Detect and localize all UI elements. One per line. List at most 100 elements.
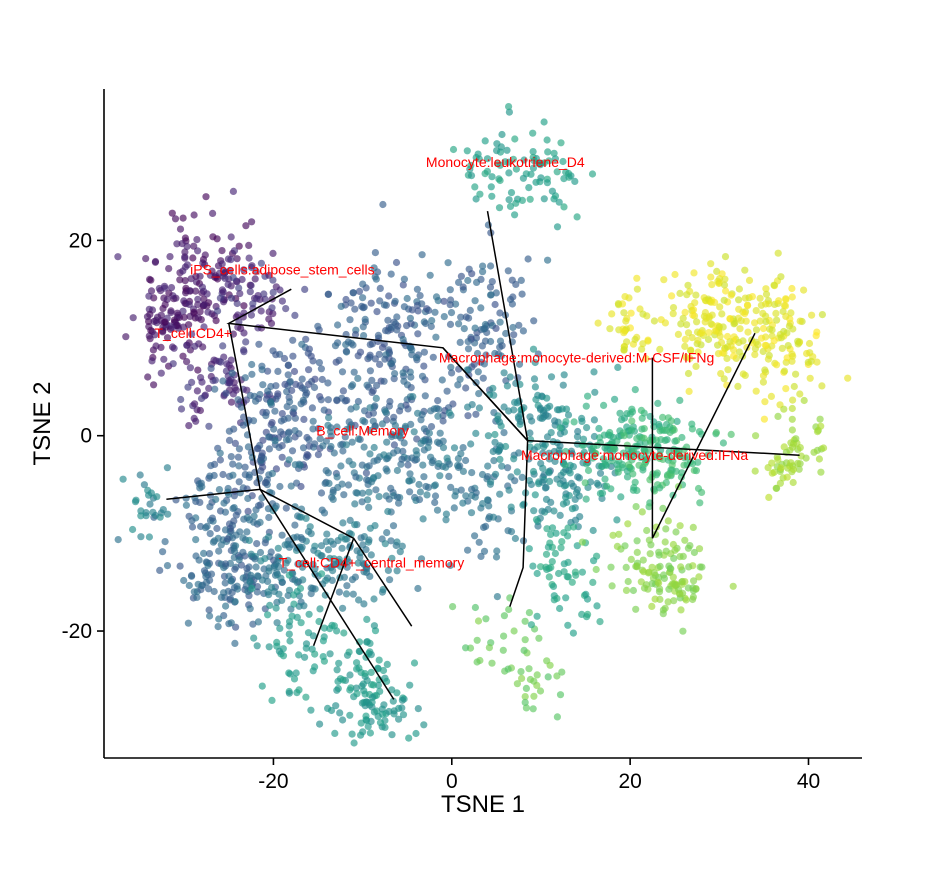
cell-point <box>777 334 785 342</box>
cell-point <box>515 360 524 368</box>
cell-point <box>333 473 341 481</box>
cell-point <box>578 538 587 546</box>
cell-point <box>445 472 453 480</box>
cell-point <box>272 283 280 291</box>
cell-point <box>429 457 437 465</box>
cell-point <box>396 548 404 556</box>
cell-point <box>553 168 561 176</box>
cell-point <box>530 692 538 700</box>
cell-point <box>564 524 572 532</box>
cell-point <box>406 314 414 322</box>
cell-point <box>768 459 776 467</box>
cell-point <box>446 301 454 309</box>
cell-point <box>137 507 145 515</box>
cell-point <box>208 267 216 275</box>
cell-point <box>404 461 412 469</box>
cell-point <box>343 563 351 571</box>
cell-point <box>335 659 343 667</box>
cell-point <box>583 613 591 621</box>
cell-point <box>723 354 731 363</box>
cell-point <box>509 293 517 301</box>
cell-point <box>235 445 243 453</box>
cell-point <box>483 155 492 163</box>
cell-point <box>216 456 224 464</box>
cell-point <box>372 394 380 402</box>
cell-point <box>544 673 552 681</box>
cell-point <box>472 410 480 418</box>
cell-point <box>248 218 256 226</box>
cell-point <box>531 383 540 391</box>
cell-point <box>342 295 350 304</box>
cell-point <box>253 583 262 591</box>
cell-point <box>484 462 492 470</box>
cell-point <box>298 535 307 544</box>
cell-point <box>352 684 360 692</box>
cell-point <box>232 623 240 631</box>
cell-point <box>413 455 421 464</box>
cell-point <box>359 323 367 331</box>
cell-point <box>578 568 587 576</box>
cell-point <box>741 371 749 379</box>
cell-point <box>318 570 326 578</box>
cell-point <box>590 368 598 376</box>
cell-point <box>803 349 811 358</box>
cell-point <box>698 563 706 571</box>
cell-point <box>206 612 214 620</box>
cell-point <box>416 292 424 300</box>
cell-point <box>376 687 384 696</box>
cell-point <box>484 496 492 504</box>
cell-point <box>761 341 769 349</box>
cell-point <box>560 568 568 576</box>
cell-point <box>151 258 159 266</box>
cell-point <box>520 500 528 508</box>
cell-point <box>620 346 628 354</box>
cell-point <box>332 702 340 710</box>
cell-point <box>207 462 215 470</box>
cell-point <box>285 543 293 551</box>
cell-point <box>324 704 332 713</box>
cell-point <box>161 318 169 326</box>
cell-point <box>676 590 684 598</box>
cell-point <box>334 483 342 492</box>
cell-point <box>516 417 525 426</box>
cell-point <box>359 280 367 288</box>
cell-point <box>729 346 738 354</box>
cell-point <box>383 467 391 475</box>
cell-point <box>276 624 284 633</box>
cell-point <box>669 540 678 549</box>
cell-point <box>414 409 422 417</box>
cell-point <box>388 554 396 562</box>
cell-point <box>596 469 605 477</box>
cell-point <box>510 406 518 414</box>
cell-point <box>414 307 422 315</box>
cell-point <box>547 530 555 539</box>
cell-point <box>540 443 548 451</box>
cell-point <box>681 308 689 316</box>
cell-point <box>536 404 545 412</box>
cell-point <box>564 573 572 581</box>
cell-point <box>568 578 576 586</box>
cell-point <box>194 366 202 374</box>
cell-point <box>268 304 276 312</box>
cell-point <box>676 289 684 297</box>
cell-point <box>452 300 460 308</box>
cell-point <box>794 459 802 467</box>
cell-point <box>631 386 639 394</box>
cell-point <box>720 375 728 383</box>
cell-point <box>667 417 675 425</box>
cell-point <box>364 496 372 504</box>
cell-point <box>448 369 456 377</box>
cell-point <box>273 638 281 647</box>
cell-point <box>761 366 769 374</box>
cell-point <box>789 396 797 404</box>
cell-point <box>751 319 759 327</box>
cell-point <box>504 665 512 673</box>
cell-point <box>182 494 190 502</box>
cell-point <box>692 362 700 370</box>
cell-point <box>672 528 680 536</box>
cell-point <box>498 130 506 139</box>
cell-point <box>477 304 485 312</box>
cell-point <box>389 697 397 705</box>
cell-point <box>324 546 332 554</box>
cell-point <box>633 563 641 571</box>
